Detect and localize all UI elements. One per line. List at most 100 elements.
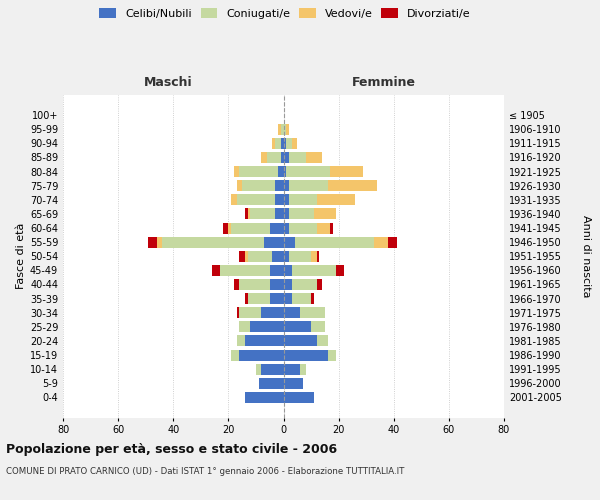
Bar — [317, 336, 328, 346]
Bar — [289, 250, 311, 262]
Y-axis label: Fasce di età: Fasce di età — [16, 223, 26, 290]
Text: COMUNE DI PRATO CARNICO (UD) - Dati ISTAT 1° gennaio 2006 - Elaborazione TUTTITA: COMUNE DI PRATO CARNICO (UD) - Dati ISTA… — [6, 467, 404, 476]
Bar — [270, 279, 284, 290]
Bar — [311, 322, 325, 332]
Bar — [292, 293, 311, 304]
Bar — [317, 250, 319, 262]
Bar — [284, 279, 292, 290]
Bar — [305, 152, 322, 163]
Bar — [236, 336, 245, 346]
Bar — [248, 250, 272, 262]
Bar — [262, 152, 267, 163]
Bar — [289, 222, 317, 234]
Bar — [239, 166, 278, 177]
Bar — [275, 194, 284, 205]
Bar — [239, 322, 250, 332]
Bar — [284, 364, 300, 374]
Bar — [275, 138, 281, 149]
Bar — [245, 208, 248, 220]
Bar — [239, 350, 284, 360]
Bar — [250, 322, 284, 332]
Bar — [234, 279, 239, 290]
Bar — [284, 208, 289, 220]
Bar — [317, 279, 322, 290]
Bar — [284, 293, 292, 304]
Bar — [317, 222, 331, 234]
Bar — [328, 180, 377, 191]
Bar — [284, 166, 286, 177]
Bar — [212, 265, 220, 276]
Bar — [278, 166, 284, 177]
Bar — [231, 350, 239, 360]
Bar — [270, 265, 284, 276]
Bar — [162, 236, 264, 248]
Legend: Celibi/Nubili, Coniugati/e, Vedovi/e, Divorziati/e: Celibi/Nubili, Coniugati/e, Vedovi/e, Di… — [100, 8, 470, 19]
Bar — [311, 250, 317, 262]
Bar — [286, 138, 292, 149]
Bar — [267, 152, 281, 163]
Bar — [284, 336, 317, 346]
Bar — [220, 265, 270, 276]
Bar — [231, 194, 236, 205]
Bar — [242, 180, 275, 191]
Bar — [239, 250, 245, 262]
Bar — [284, 265, 292, 276]
Bar — [284, 250, 289, 262]
Bar — [236, 180, 242, 191]
Bar — [264, 236, 284, 248]
Bar — [284, 392, 314, 403]
Bar — [388, 236, 397, 248]
Bar — [374, 236, 388, 248]
Bar — [270, 222, 284, 234]
Bar — [229, 222, 231, 234]
Bar — [284, 322, 311, 332]
Bar — [236, 194, 275, 205]
Bar — [292, 138, 297, 149]
Bar — [317, 194, 355, 205]
Bar — [314, 208, 336, 220]
Bar — [245, 336, 284, 346]
Bar — [284, 236, 295, 248]
Bar — [236, 307, 239, 318]
Bar — [281, 138, 284, 149]
Bar — [281, 152, 284, 163]
Bar — [284, 378, 303, 388]
Bar — [239, 307, 262, 318]
Bar — [295, 236, 374, 248]
Bar — [245, 250, 248, 262]
Bar — [262, 364, 284, 374]
Bar — [245, 293, 248, 304]
Bar — [284, 194, 289, 205]
Text: Femmine: Femmine — [352, 76, 416, 89]
Bar — [289, 152, 305, 163]
Bar — [248, 293, 270, 304]
Bar — [245, 392, 284, 403]
Bar — [300, 307, 325, 318]
Bar — [292, 279, 317, 290]
Bar — [311, 293, 314, 304]
Bar — [289, 194, 317, 205]
Bar — [286, 124, 289, 135]
Bar — [331, 222, 333, 234]
Bar — [272, 138, 275, 149]
Bar — [148, 236, 157, 248]
Bar — [328, 350, 336, 360]
Bar — [336, 265, 344, 276]
Bar — [284, 307, 300, 318]
Bar — [234, 166, 239, 177]
Text: Maschi: Maschi — [143, 76, 193, 89]
Bar — [289, 208, 314, 220]
Bar — [270, 293, 284, 304]
Bar — [284, 138, 286, 149]
Bar — [250, 208, 275, 220]
Bar — [157, 236, 162, 248]
Bar — [231, 222, 270, 234]
Bar — [262, 307, 284, 318]
Bar — [284, 152, 289, 163]
Bar — [289, 180, 328, 191]
Bar — [284, 124, 286, 135]
Text: Popolazione per età, sesso e stato civile - 2006: Popolazione per età, sesso e stato civil… — [6, 442, 337, 456]
Bar — [284, 180, 289, 191]
Bar — [256, 364, 262, 374]
Bar — [284, 222, 289, 234]
